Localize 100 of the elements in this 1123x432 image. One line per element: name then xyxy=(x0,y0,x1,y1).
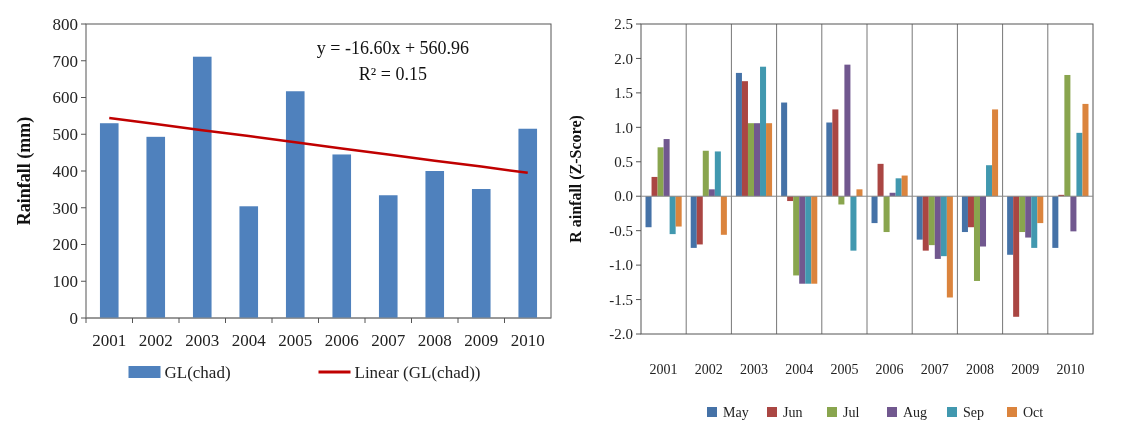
x-tick-label: 2001 xyxy=(92,331,127,350)
x-tick-label: 2008 xyxy=(966,362,994,377)
x-tick-label: 2008 xyxy=(417,331,452,350)
bar xyxy=(1076,132,1083,197)
y-tick-label: 0.5 xyxy=(614,154,633,171)
bar xyxy=(992,109,999,197)
y-tick-label: -2.0 xyxy=(609,326,633,343)
bar xyxy=(239,206,259,318)
bar xyxy=(690,196,697,248)
x-tick-label: 2003 xyxy=(740,362,768,377)
bar xyxy=(708,189,715,197)
bar xyxy=(940,196,947,257)
bar xyxy=(702,150,709,197)
bar xyxy=(651,176,658,197)
bar xyxy=(986,165,993,197)
x-tick-label: 2009 xyxy=(464,331,499,350)
bar xyxy=(645,196,652,228)
y-tick-label: 300 xyxy=(52,198,78,218)
x-tick-label: 2005 xyxy=(830,362,859,377)
bar xyxy=(285,91,305,318)
x-tick-label: 2001 xyxy=(649,362,678,377)
bar xyxy=(916,196,923,240)
x-tick-label: 2004 xyxy=(785,362,814,377)
y-axis-title: R ainfall (Z-Score) xyxy=(567,115,585,243)
y-tick-label: 2.0 xyxy=(614,50,633,67)
bar xyxy=(1031,196,1038,248)
bar xyxy=(901,175,908,197)
y-tick-label: -1.5 xyxy=(609,291,633,308)
y-tick-label: 0.0 xyxy=(614,188,633,205)
bar xyxy=(754,123,761,197)
x-tick-label: 2007 xyxy=(920,362,949,377)
bar xyxy=(922,196,929,251)
bar xyxy=(967,196,974,228)
bar xyxy=(518,128,538,318)
x-tick-label: 2010 xyxy=(1056,362,1085,377)
bar xyxy=(1082,103,1089,197)
x-tick-label: 2006 xyxy=(324,331,359,350)
bar xyxy=(877,163,884,197)
bar xyxy=(1025,196,1032,238)
y-tick-label: 700 xyxy=(52,51,78,71)
bar xyxy=(1037,196,1044,224)
bar xyxy=(766,123,773,197)
bar xyxy=(1052,196,1059,248)
bar xyxy=(663,139,670,197)
bar xyxy=(669,196,676,235)
x-tick-label: 2002 xyxy=(694,362,723,377)
x-tick-label: 2005 xyxy=(278,331,313,350)
annotation: R² = 0.15 xyxy=(358,64,427,84)
bar xyxy=(720,196,727,235)
y-tick-label: 100 xyxy=(52,272,78,292)
legend-label: Aug xyxy=(903,404,928,420)
legend-label: Jun xyxy=(783,404,803,420)
y-tick-label: 200 xyxy=(52,235,78,255)
y-tick-label: 400 xyxy=(52,161,78,181)
bar xyxy=(946,196,953,298)
bar xyxy=(192,56,212,318)
y-tick-label: 1.5 xyxy=(614,85,633,102)
bar xyxy=(826,122,833,197)
legend-label: Oct xyxy=(1023,404,1044,420)
bar xyxy=(811,196,818,284)
bar xyxy=(980,196,987,247)
bar xyxy=(714,151,721,197)
bar xyxy=(146,136,166,318)
bar xyxy=(1064,74,1071,197)
bar xyxy=(793,196,800,276)
bar xyxy=(657,147,664,197)
bar xyxy=(471,189,491,318)
bar xyxy=(781,102,788,197)
x-tick-label: 2009 xyxy=(1011,362,1040,377)
legend-label: Jul xyxy=(843,404,860,420)
bar xyxy=(871,196,878,224)
bar xyxy=(332,154,352,318)
legend-label: Linear (GL(chad)) xyxy=(354,362,481,382)
bar xyxy=(747,123,754,197)
bar xyxy=(895,178,902,197)
y-tick-label: 2.5 xyxy=(614,16,633,33)
annotation: y = -16.60x + 560.96 xyxy=(316,38,470,58)
bar xyxy=(696,196,703,245)
bar xyxy=(1019,196,1026,233)
x-tick-label: 2003 xyxy=(185,331,220,350)
x-tick-label: 2006 xyxy=(875,362,904,377)
bar xyxy=(735,72,742,197)
bar xyxy=(928,196,935,246)
y-tick-label: 800 xyxy=(52,14,78,34)
y-axis-title: Rainfall (mm) xyxy=(14,116,35,226)
y-tick-label: 0 xyxy=(69,308,78,328)
y-tick-label: 1.0 xyxy=(614,119,633,136)
bar xyxy=(844,64,851,197)
bar xyxy=(832,109,839,197)
y-tick-label: -1.0 xyxy=(609,257,633,274)
bar xyxy=(675,196,682,227)
bar xyxy=(973,196,980,281)
bar xyxy=(856,189,863,197)
legend-label: GL(chad) xyxy=(164,362,231,382)
bar xyxy=(850,196,857,251)
x-tick-label: 2004 xyxy=(231,331,267,350)
bar xyxy=(1013,196,1020,317)
bar xyxy=(805,196,812,284)
legend-label: Sep xyxy=(963,404,984,420)
bar xyxy=(425,171,445,318)
